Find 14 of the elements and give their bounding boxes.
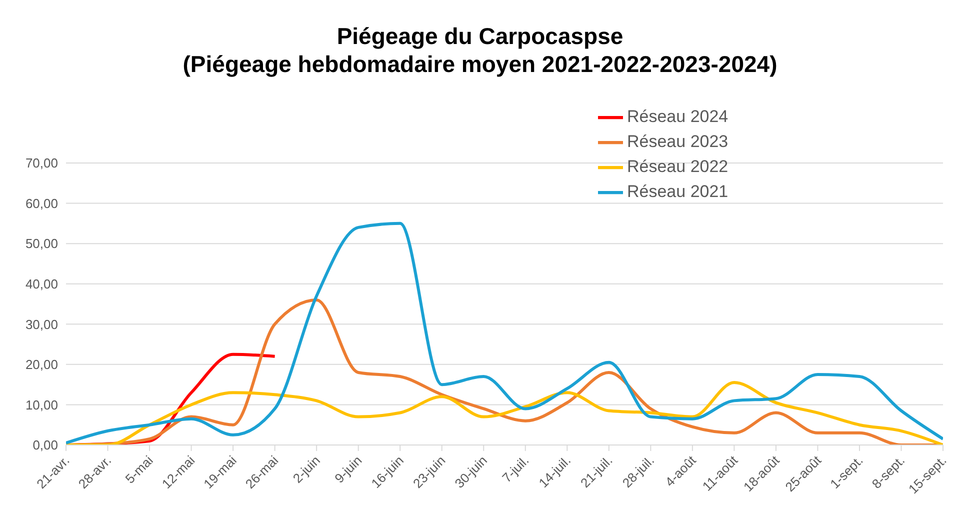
chart-title: Piégeage du Carpocaspse [336, 22, 624, 50]
y-tick-label: 60,00 [25, 196, 58, 211]
y-tick-label: 50,00 [25, 236, 58, 252]
legend-label: Réseau 2021 [627, 182, 728, 201]
legend-label: Réseau 2023 [627, 132, 728, 151]
y-tick-label: 20,00 [25, 357, 58, 372]
legend-label: Réseau 2022 [627, 156, 728, 176]
y-tick-label: 70,00 [25, 156, 58, 171]
y-tick-label: 30,00 [25, 316, 58, 332]
chart-subtitle: (Piégeage hebdomadaire moyen 2021-2022-2023-2024) [182, 50, 778, 78]
legend-label: Réseau 2024 [627, 106, 728, 126]
y-tick-label: 40,00 [25, 276, 58, 292]
y-tick-label: 10,00 [25, 397, 58, 412]
y-tick-label: 0,00 [32, 438, 58, 453]
